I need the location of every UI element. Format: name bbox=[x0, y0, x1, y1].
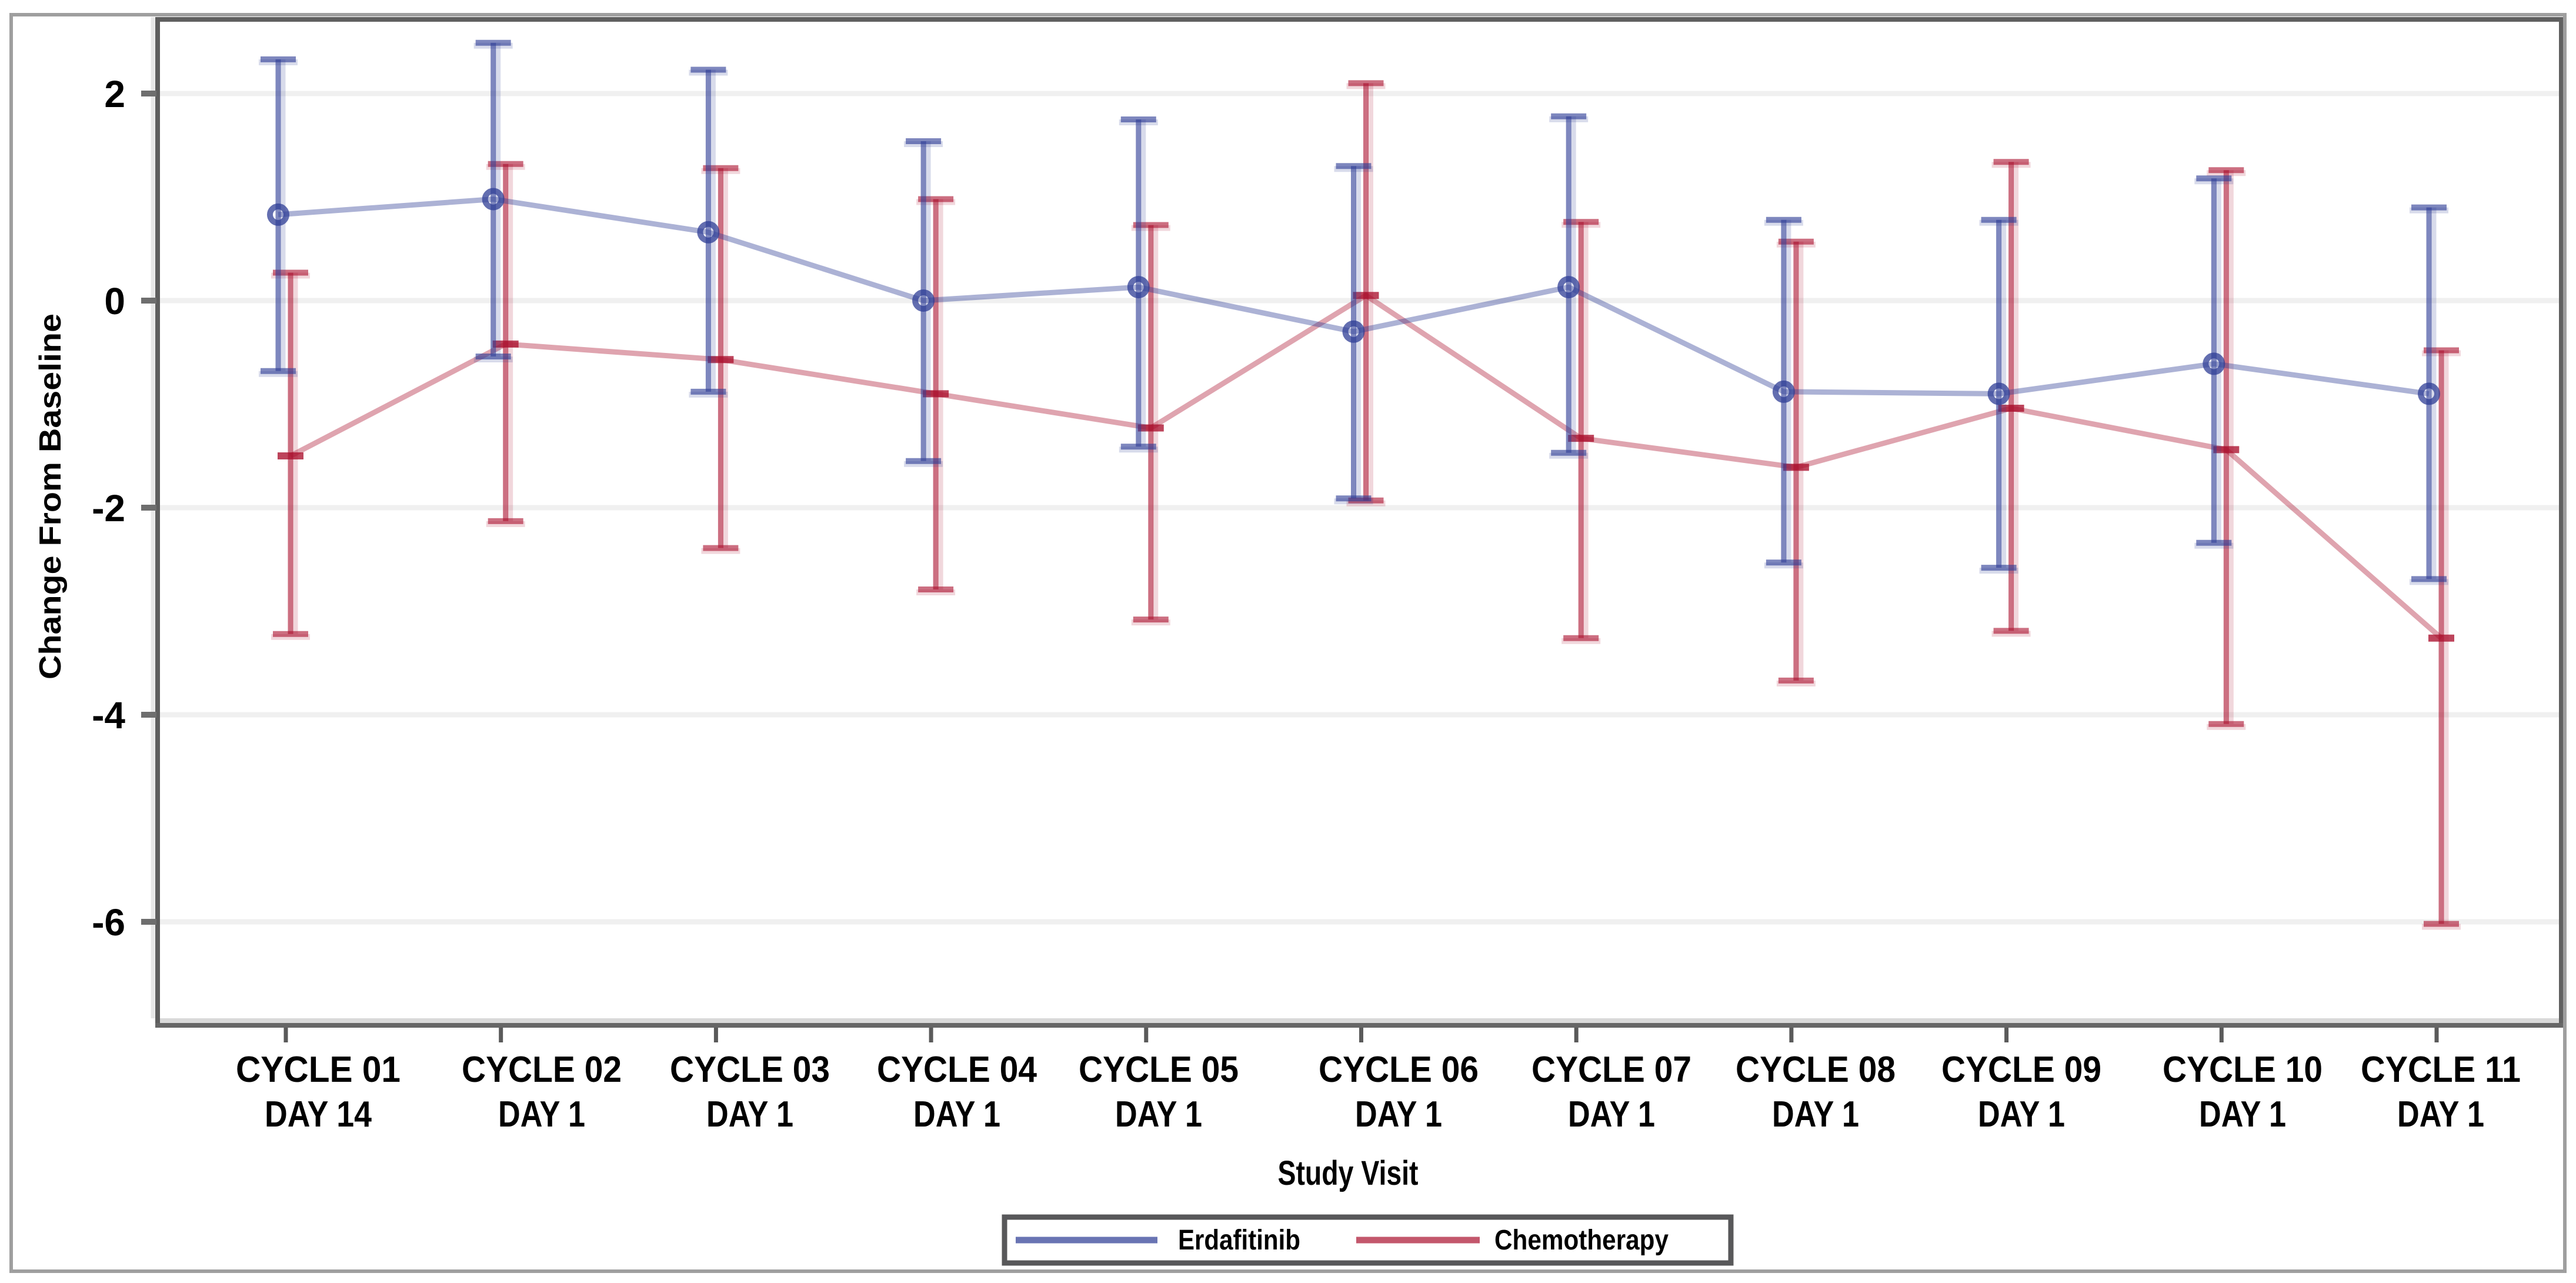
svg-text:DAY 1: DAY 1 bbox=[498, 1094, 585, 1135]
svg-text:CYCLE 11: CYCLE 11 bbox=[2361, 1049, 2521, 1090]
svg-text:CYCLE 05: CYCLE 05 bbox=[1079, 1049, 1239, 1090]
svg-text:CYCLE 07: CYCLE 07 bbox=[1531, 1049, 1691, 1090]
svg-text:DAY 1: DAY 1 bbox=[1115, 1094, 1202, 1135]
svg-text:Change From Baseline: Change From Baseline bbox=[34, 314, 68, 679]
svg-text:DAY 14: DAY 14 bbox=[265, 1094, 372, 1135]
svg-text:DAY 1: DAY 1 bbox=[2199, 1094, 2286, 1135]
svg-text:DAY 1: DAY 1 bbox=[1568, 1094, 1655, 1135]
svg-text:CYCLE 08: CYCLE 08 bbox=[1736, 1049, 1896, 1090]
svg-text:CYCLE 01: CYCLE 01 bbox=[236, 1049, 401, 1090]
svg-text:2: 2 bbox=[104, 73, 125, 115]
svg-text:CYCLE 10: CYCLE 10 bbox=[2163, 1049, 2323, 1090]
svg-text:-4: -4 bbox=[92, 694, 125, 737]
svg-text:DAY 1: DAY 1 bbox=[1355, 1094, 1442, 1135]
svg-text:CYCLE 06: CYCLE 06 bbox=[1319, 1049, 1479, 1090]
svg-text:Chemotherapy: Chemotherapy bbox=[1494, 1225, 1669, 1256]
svg-text:0: 0 bbox=[104, 280, 125, 322]
svg-text:-2: -2 bbox=[92, 487, 125, 529]
svg-text:CYCLE 09: CYCLE 09 bbox=[1941, 1049, 2101, 1090]
svg-text:CYCLE 04: CYCLE 04 bbox=[877, 1049, 1037, 1090]
svg-text:DAY 1: DAY 1 bbox=[913, 1094, 1000, 1135]
svg-text:Erdafitinib: Erdafitinib bbox=[1178, 1225, 1300, 1256]
svg-text:CYCLE 03: CYCLE 03 bbox=[670, 1049, 830, 1090]
svg-text:-6: -6 bbox=[92, 901, 125, 944]
svg-text:DAY 1: DAY 1 bbox=[1772, 1094, 1859, 1135]
svg-text:DAY 1: DAY 1 bbox=[1978, 1094, 2065, 1135]
svg-text:DAY 1: DAY 1 bbox=[2397, 1094, 2484, 1135]
svg-text:DAY 1: DAY 1 bbox=[706, 1094, 793, 1135]
svg-text:CYCLE 02: CYCLE 02 bbox=[462, 1049, 622, 1090]
svg-text:Study Visit: Study Visit bbox=[1278, 1154, 1419, 1192]
